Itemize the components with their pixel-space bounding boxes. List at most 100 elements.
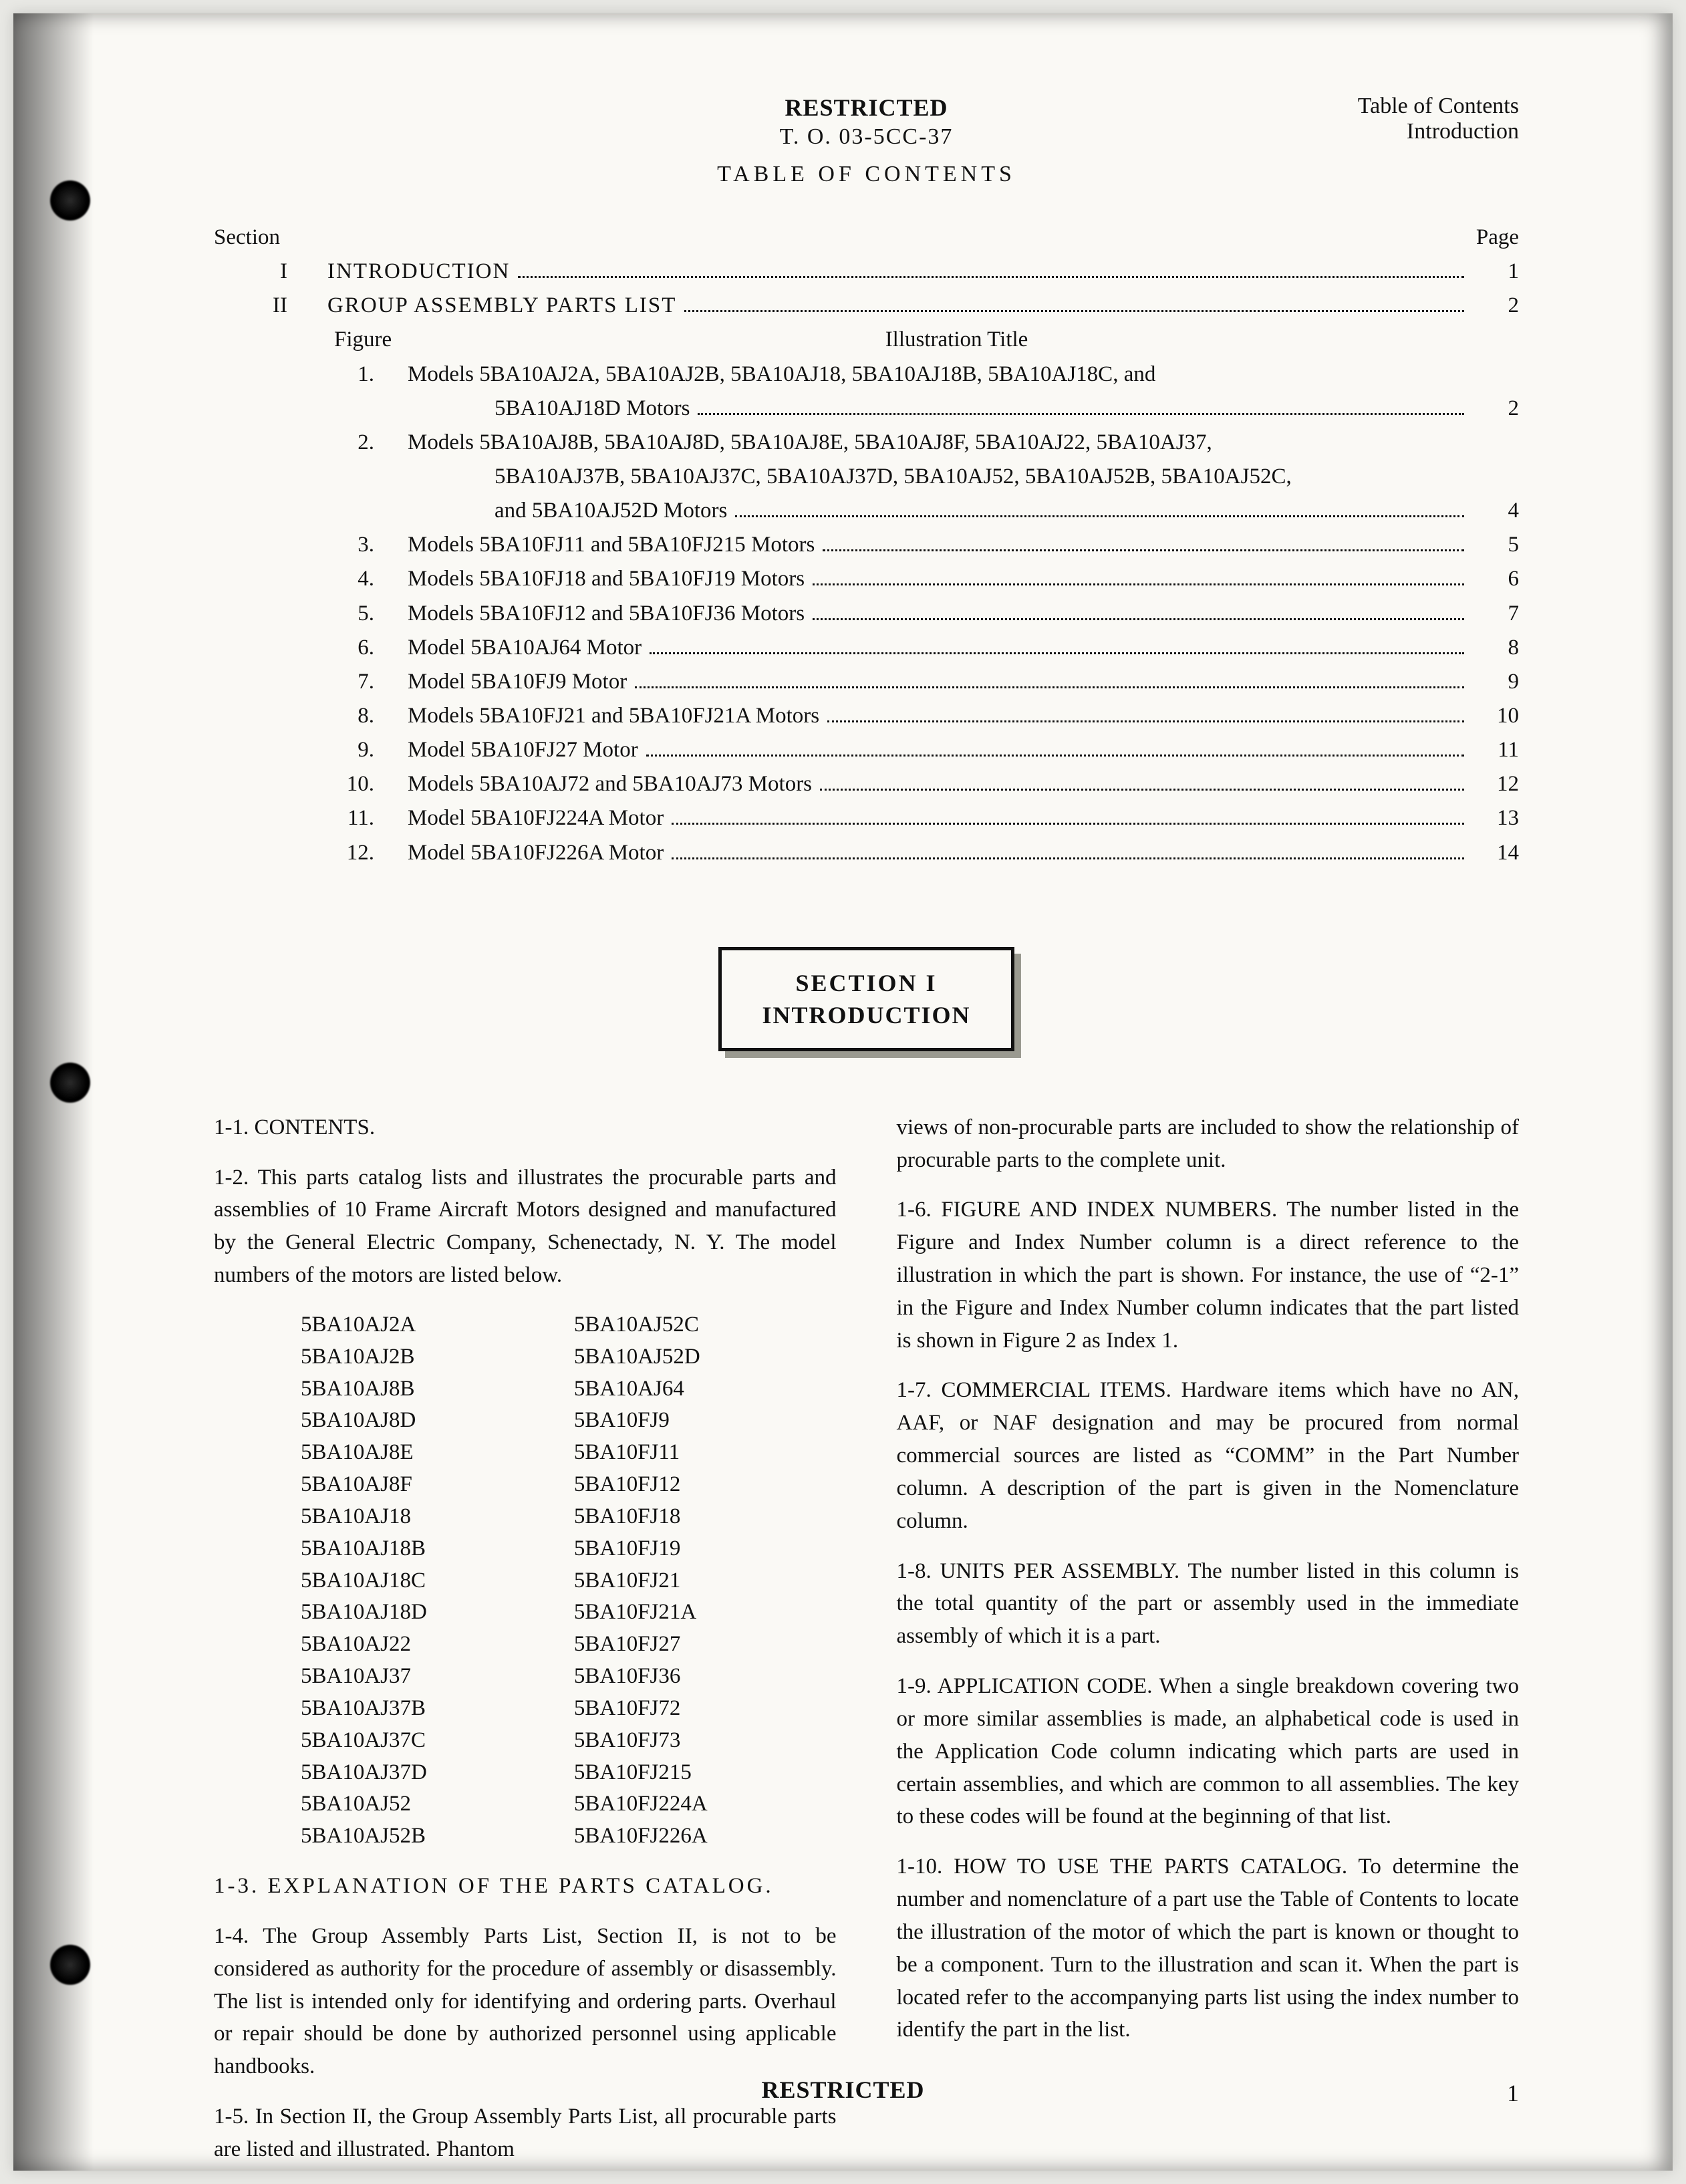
para-1-3: 1-3. EXPLANATION OF THE PARTS CATALOG. [214, 1870, 837, 1903]
toc-figure-row: 12.Model 5BA10FJ226A Motor14 [214, 836, 1519, 870]
model-number: 5BA10AJ8F [301, 1469, 427, 1501]
model-number: 5BA10AJ37B [301, 1693, 427, 1725]
model-number: 5BA10AJ18D [301, 1597, 427, 1629]
dot-leaders [813, 566, 1464, 586]
figure-num: 4. [214, 562, 408, 596]
model-number: 5BA10FJ226A [574, 1820, 708, 1853]
figure-title: Models 5BA10AJ8B, 5BA10AJ8D, 5BA10AJ8E, … [408, 426, 1212, 460]
figure-num: 8. [214, 699, 408, 733]
toc-header-row: Section Page [214, 221, 1519, 255]
figure-num: 11. [214, 801, 408, 835]
page-col-label: Page [1476, 221, 1519, 255]
para-1-5: 1-5. In Section II, the Group Assembly P… [214, 2100, 837, 2166]
model-number: 5BA10FJ19 [574, 1533, 708, 1565]
figure-page: 13 [1472, 801, 1519, 835]
left-column: 1-1. CONTENTS. 1-2. This parts catalog l… [214, 1111, 837, 2166]
model-number: 5BA10FJ12 [574, 1469, 708, 1501]
toc-figure-row-cont: and 5BA10AJ52D Motors4 [214, 494, 1519, 528]
toc-figure-row: 5.Models 5BA10FJ12 and 5BA10FJ36 Motors7 [214, 597, 1519, 631]
figure-num: 1. [214, 358, 408, 392]
figure-num: 2. [214, 426, 408, 460]
model-col-1: 5BA10AJ2A5BA10AJ2B5BA10AJ8B5BA10AJ8D5BA1… [301, 1309, 427, 1853]
illustration-title-label: Illustration Title [441, 323, 1472, 357]
section-page: 2 [1472, 289, 1519, 323]
model-number: 5BA10AJ37D [301, 1757, 427, 1789]
figure-title-cont: 5BA10AJ18D Motors [495, 392, 690, 426]
figure-title: Model 5BA10FJ27 Motor [408, 733, 638, 767]
toc-figure-row: 10.Models 5BA10AJ72 and 5BA10AJ73 Motors… [214, 767, 1519, 801]
para-1-7: 1-7. COMMERCIAL ITEMS. Hardware items wh… [897, 1374, 1520, 1537]
dot-leaders [820, 771, 1464, 791]
toc-figure-row: 9.Model 5BA10FJ27 Motor11 [214, 733, 1519, 767]
right-column: views of non-procurable parts are includ… [897, 1111, 1520, 2166]
dot-leaders [735, 497, 1464, 517]
toc-figure-row: 6.Model 5BA10AJ64 Motor8 [214, 631, 1519, 665]
figure-title: Models 5BA10FJ21 and 5BA10FJ21A Motors [408, 699, 819, 733]
model-col-2: 5BA10AJ52C5BA10AJ52D5BA10AJ645BA10FJ95BA… [574, 1309, 708, 1853]
figure-page: 10 [1472, 699, 1519, 733]
toc-figure-row-cont: 5BA10AJ18D Motors 2 [214, 392, 1519, 426]
figure-num: 3. [214, 528, 408, 562]
toc-figure-row: 2.Models 5BA10AJ8B, 5BA10AJ8D, 5BA10AJ8E… [214, 426, 1519, 460]
section-box-wrap: SECTION I INTRODUCTION [214, 947, 1519, 1051]
model-number: 5BA10FJ27 [574, 1629, 708, 1661]
model-number: 5BA10AJ18B [301, 1533, 427, 1565]
to-number: T. O. 03-5CC-37 [214, 124, 1519, 150]
model-number: 5BA10FJ215 [574, 1757, 708, 1789]
section-num: I [214, 255, 327, 289]
restricted-top: RESTRICTED [214, 94, 1519, 122]
figure-title: Model 5BA10FJ9 Motor [408, 665, 627, 699]
toc-figure-row: 7.Model 5BA10FJ9 Motor9 [214, 665, 1519, 699]
model-number: 5BA10AJ2B [301, 1341, 427, 1373]
figure-title: Model 5BA10FJ224A Motor [408, 801, 664, 835]
figure-page: 12 [1472, 767, 1519, 801]
table-of-contents: Section Page IINTRODUCTION1IIGROUP ASSEM… [214, 221, 1519, 870]
figure-num: 7. [214, 665, 408, 699]
model-number: 5BA10AJ18 [301, 1501, 427, 1533]
dot-leaders [827, 702, 1464, 722]
model-number: 5BA10AJ37 [301, 1661, 427, 1693]
restricted-bottom: RESTRICTED [761, 2076, 924, 2103]
figure-title: Models 5BA10FJ12 and 5BA10FJ36 Motors [408, 597, 805, 631]
dot-leaders [672, 805, 1464, 825]
punch-hole [50, 1063, 90, 1103]
dot-leaders [646, 736, 1464, 757]
para-1-4: 1-4. The Group Assembly Parts List, Sect… [214, 1920, 837, 2083]
figure-page: 2 [1472, 392, 1519, 426]
model-number-table: 5BA10AJ2A5BA10AJ2B5BA10AJ8B5BA10AJ8D5BA1… [301, 1309, 837, 1853]
model-number: 5BA10AJ52C [574, 1309, 708, 1341]
model-number: 5BA10FJ9 [574, 1405, 708, 1437]
toc-figures: 1.Models 5BA10AJ2A, 5BA10AJ2B, 5BA10AJ18… [214, 358, 1519, 870]
toc-figure-row: 4.Models 5BA10FJ18 and 5BA10FJ19 Motors6 [214, 562, 1519, 596]
model-number: 5BA10AJ64 [574, 1373, 708, 1405]
section-heading-box: SECTION I INTRODUCTION [718, 947, 1014, 1051]
figure-page: 8 [1472, 631, 1519, 665]
section-box-line2: INTRODUCTION [762, 1001, 970, 1029]
model-number: 5BA10FJ72 [574, 1693, 708, 1725]
dot-leaders [635, 668, 1464, 688]
toc-title: TABLE OF CONTENTS [214, 162, 1519, 187]
section-col-label: Section [214, 221, 341, 255]
model-number: 5BA10FJ224A [574, 1788, 708, 1820]
toc-sections: IINTRODUCTION1IIGROUP ASSEMBLY PARTS LIS… [214, 255, 1519, 323]
dot-leaders [813, 600, 1464, 620]
section-num: II [214, 289, 327, 323]
model-number: 5BA10FJ18 [574, 1501, 708, 1533]
para-1-5-cont: views of non-procurable parts are includ… [897, 1111, 1520, 1177]
model-number: 5BA10FJ11 [574, 1437, 708, 1469]
figure-num: 5. [214, 597, 408, 631]
body-two-column: 1-1. CONTENTS. 1-2. This parts catalog l… [214, 1111, 1519, 2166]
section-page: 1 [1472, 255, 1519, 289]
model-number: 5BA10AJ52 [301, 1788, 427, 1820]
dot-leaders [518, 258, 1464, 278]
toc-figure-row-cont: 5BA10AJ37B, 5BA10AJ37C, 5BA10AJ37D, 5BA1… [214, 460, 1519, 494]
model-number: 5BA10AJ8B [301, 1373, 427, 1405]
page: Table of Contents Introduction RESTRICTE… [13, 13, 1673, 2171]
para-1-8: 1-8. UNITS PER ASSEMBLY. The number list… [897, 1555, 1520, 1653]
model-number: 5BA10AJ52D [574, 1341, 708, 1373]
para-1-10: 1-10. HOW TO USE THE PARTS CATALOG. To d… [897, 1851, 1520, 2046]
model-number: 5BA10AJ2A [301, 1309, 427, 1341]
model-number: 5BA10AJ52B [301, 1820, 427, 1853]
figure-page: 5 [1472, 528, 1519, 562]
model-number: 5BA10AJ22 [301, 1629, 427, 1661]
